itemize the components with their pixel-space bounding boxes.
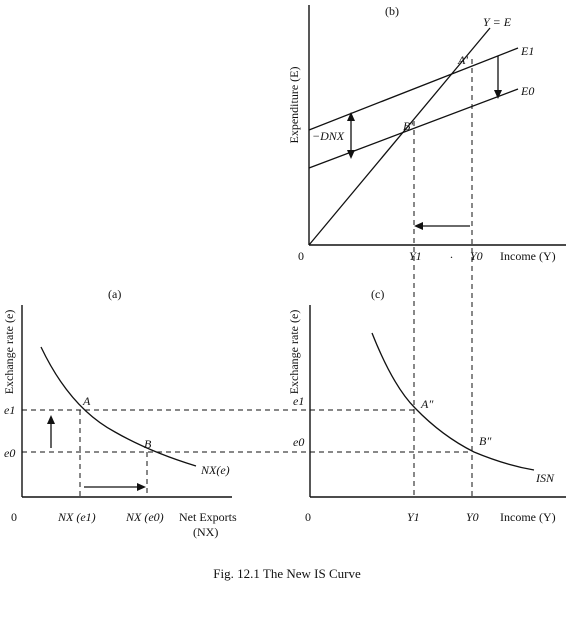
expenditure-curve-e1 bbox=[308, 47, 519, 131]
panel-c-y-axis-label: Exchange rate (e) bbox=[287, 310, 301, 395]
panel-c-label: (c) bbox=[371, 287, 384, 301]
panel-a-x-axis-label-2: (NX) bbox=[193, 525, 218, 539]
figure-caption: Fig. 12.1 The New IS Curve bbox=[213, 566, 361, 581]
point-b-double-prime-label: B″ bbox=[479, 434, 492, 448]
dnx-arrow-head-up bbox=[347, 112, 355, 121]
panel-a-label: (a) bbox=[108, 287, 121, 301]
panel-a-origin: 0 bbox=[11, 510, 17, 524]
line-45-degree bbox=[308, 27, 491, 246]
panel-c-y-axis-text: Exchange rate (e) bbox=[287, 310, 301, 395]
point-a-prime-label: A' bbox=[457, 53, 468, 67]
panel-b-tick-dot: . bbox=[450, 247, 453, 261]
panel-c-x-axis-label: Income (Y) bbox=[500, 510, 556, 524]
nx-curve bbox=[40, 346, 197, 467]
dnx-label: −DNX bbox=[312, 129, 345, 143]
panel-b-x-axis-label: Income (Y) bbox=[500, 249, 556, 263]
panel-c-tick-y0: Y0 bbox=[466, 510, 479, 524]
panel-a-tick-nx1: NX (e1) bbox=[57, 510, 96, 524]
point-a-double-prime-label: A″ bbox=[420, 397, 434, 411]
panel-a-tick-e1: e1 bbox=[4, 403, 15, 417]
panel-c-origin: 0 bbox=[305, 510, 311, 524]
panel-b-origin: 0 bbox=[298, 249, 304, 263]
line-45-label: Y = E bbox=[483, 15, 512, 29]
panel-b-y-axis-label: Expenditure (E) bbox=[287, 67, 301, 144]
exchange-rate-rise-arrow-head bbox=[47, 415, 55, 424]
is-curve-label: ISN bbox=[535, 471, 555, 485]
e1-to-e0-arrow-head bbox=[494, 90, 502, 99]
panel-a-tick-e0: e0 bbox=[4, 446, 15, 460]
e0-label: E0 bbox=[520, 84, 534, 98]
panel-c: (c) Exchange rate (e) 0 ISN A″ B″ e1 e0 … bbox=[287, 287, 566, 524]
panel-a-y-axis-label: Exchange rate (e) bbox=[2, 310, 16, 395]
panel-b-label: (b) bbox=[385, 4, 399, 18]
panel-c-tick-e0: e0 bbox=[293, 435, 304, 449]
panel-a-x-axis-label-1: Net Exports bbox=[179, 510, 237, 524]
panel-c-tick-y1: Y1 bbox=[407, 510, 420, 524]
expenditure-curve-e0 bbox=[308, 88, 519, 169]
panel-c-tick-e1: e1 bbox=[293, 394, 304, 408]
panel-b-y-axis-text: Expenditure (E) bbox=[287, 67, 301, 144]
nx-increase-arrow-head bbox=[137, 483, 146, 491]
nx-curve-label: NX(e) bbox=[200, 463, 230, 477]
dnx-arrow-head-down bbox=[347, 150, 355, 159]
panel-b: (b) Expenditure (E) 0 Income (Y) Y = E E… bbox=[287, 4, 566, 263]
panel-b-tick-y1: Y1 bbox=[409, 249, 422, 263]
point-b-prime-label: B' bbox=[403, 119, 413, 133]
panel-b-tick-y0: Y0 bbox=[470, 249, 483, 263]
income-decrease-arrow-head bbox=[414, 222, 423, 230]
e1-label: E1 bbox=[520, 44, 534, 58]
panel-a-y-axis-text: Exchange rate (e) bbox=[2, 310, 16, 395]
point-b-label: B bbox=[144, 437, 152, 451]
panel-a-tick-nx0: NX (e0) bbox=[125, 510, 164, 524]
panel-a: (a) Exchange rate (e) 0 NX(e) A B e1 e0 … bbox=[2, 287, 472, 539]
is-curve bbox=[371, 332, 535, 471]
point-a-label: A bbox=[82, 394, 91, 408]
